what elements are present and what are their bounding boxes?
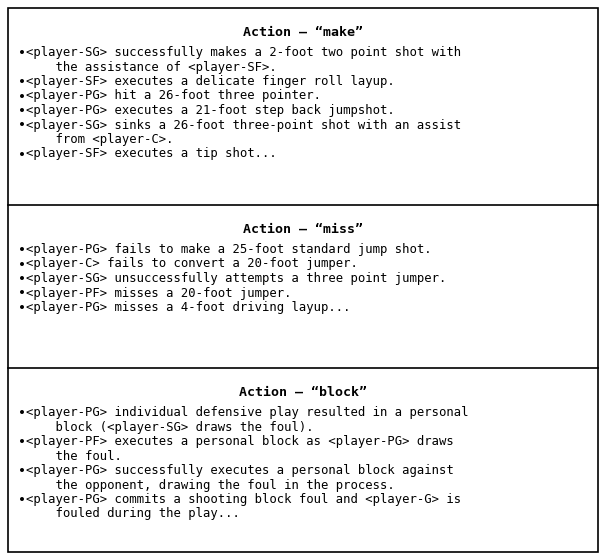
Text: •: • xyxy=(18,301,26,315)
Text: <player-C> fails to convert a 20-foot jumper.: <player-C> fails to convert a 20-foot ju… xyxy=(26,258,358,270)
Text: •: • xyxy=(18,272,26,286)
Text: the assistance of <player-SF>.: the assistance of <player-SF>. xyxy=(26,60,277,73)
Text: •: • xyxy=(18,46,26,60)
Text: •: • xyxy=(18,435,26,449)
Text: •: • xyxy=(18,258,26,272)
Text: <player-PG> misses a 4-foot driving layup...: <player-PG> misses a 4-foot driving layu… xyxy=(26,301,350,314)
Text: <player-SF> executes a delicate finger roll layup.: <player-SF> executes a delicate finger r… xyxy=(26,75,395,88)
Text: block (<player-SG> draws the foul).: block (<player-SG> draws the foul). xyxy=(26,421,314,433)
Text: <player-PG> hit a 26-foot three pointer.: <player-PG> hit a 26-foot three pointer. xyxy=(26,90,321,102)
Text: fouled during the play...: fouled during the play... xyxy=(26,507,240,520)
Text: from <player-C>.: from <player-C>. xyxy=(26,133,173,146)
Text: Action – “block”: Action – “block” xyxy=(239,386,367,399)
Text: <player-PG> individual defensive play resulted in a personal: <player-PG> individual defensive play re… xyxy=(26,406,468,419)
Text: <player-SF> executes a tip shot...: <player-SF> executes a tip shot... xyxy=(26,147,277,161)
Text: Action – “make”: Action – “make” xyxy=(243,26,363,39)
Text: <player-PG> commits a shooting block foul and <player-G> is: <player-PG> commits a shooting block fou… xyxy=(26,493,461,506)
Text: •: • xyxy=(18,287,26,301)
Text: the opponent, drawing the foul in the process.: the opponent, drawing the foul in the pr… xyxy=(26,478,395,492)
Text: <player-SG> unsuccessfully attempts a three point jumper.: <player-SG> unsuccessfully attempts a th… xyxy=(26,272,447,285)
Text: <player-PG> fails to make a 25-foot standard jump shot.: <player-PG> fails to make a 25-foot stan… xyxy=(26,243,431,256)
Text: •: • xyxy=(18,464,26,478)
Text: •: • xyxy=(18,493,26,507)
Text: <player-SG> successfully makes a 2-foot two point shot with: <player-SG> successfully makes a 2-foot … xyxy=(26,46,461,59)
Text: •: • xyxy=(18,147,26,161)
Text: <player-PF> executes a personal block as <player-PG> draws: <player-PF> executes a personal block as… xyxy=(26,435,454,448)
Text: •: • xyxy=(18,75,26,89)
Text: •: • xyxy=(18,104,26,118)
Text: the foul.: the foul. xyxy=(26,450,122,463)
Text: <player-SG> sinks a 26-foot three-point shot with an assist: <player-SG> sinks a 26-foot three-point … xyxy=(26,119,461,132)
Text: <player-PF> misses a 20-foot jumper.: <player-PF> misses a 20-foot jumper. xyxy=(26,287,291,300)
Text: •: • xyxy=(18,406,26,420)
Text: <player-PG> executes a 21-foot step back jumpshot.: <player-PG> executes a 21-foot step back… xyxy=(26,104,395,117)
Text: <player-PG> successfully executes a personal block against: <player-PG> successfully executes a pers… xyxy=(26,464,454,477)
Text: •: • xyxy=(18,90,26,104)
Text: Action – “miss”: Action – “miss” xyxy=(243,223,363,236)
Text: •: • xyxy=(18,119,26,133)
Text: •: • xyxy=(18,243,26,257)
